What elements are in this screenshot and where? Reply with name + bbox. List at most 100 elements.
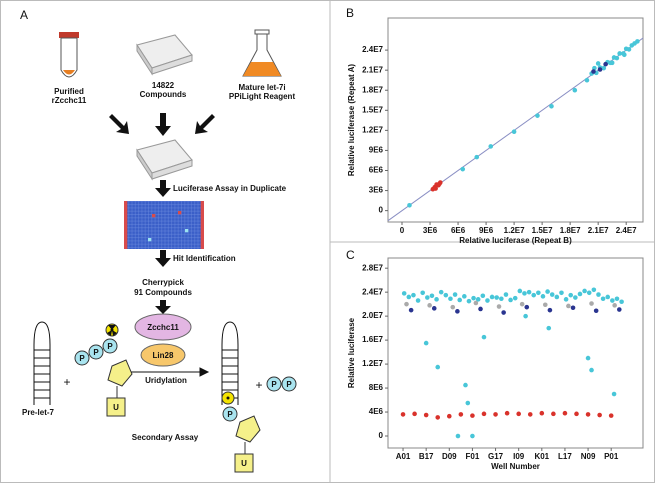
x-tick-label: G17 (488, 452, 504, 461)
point (622, 52, 627, 58)
point (465, 400, 471, 406)
point (554, 294, 560, 300)
point (504, 410, 510, 416)
point (503, 292, 509, 297)
point (431, 306, 437, 311)
point (450, 304, 456, 310)
uridine-label: U (113, 403, 119, 412)
tube-label: rZcchc11 (52, 96, 87, 105)
point (478, 306, 483, 312)
x-tick-label: 9E6 (479, 226, 494, 235)
y-tick-label: 0 (379, 431, 384, 440)
point (438, 289, 444, 295)
point (423, 412, 429, 418)
point (586, 290, 592, 296)
point (480, 293, 486, 299)
point (591, 287, 597, 293)
point (401, 291, 407, 296)
point (600, 296, 606, 302)
point (455, 309, 460, 314)
point (406, 294, 412, 300)
point (589, 367, 594, 373)
point (460, 166, 466, 172)
point (501, 310, 506, 315)
point (595, 61, 601, 66)
point (540, 294, 546, 299)
point (407, 202, 412, 208)
point (420, 290, 425, 296)
point (597, 412, 602, 418)
panel-label: C (346, 248, 355, 262)
x-tick-label: A01 (396, 452, 411, 461)
point (531, 292, 537, 298)
enzyme (134, 313, 192, 341)
phosphate-label: P (286, 380, 292, 389)
point (481, 411, 487, 417)
cherrypick-label: Cherrypick (142, 278, 184, 287)
plot-frame (387, 257, 644, 449)
point (611, 391, 617, 397)
flask-label: PPiLight Reagent (229, 92, 296, 101)
point (559, 290, 564, 296)
y-tick-label: 8E6 (369, 383, 384, 392)
uridine-label: U (241, 459, 247, 468)
point (585, 412, 591, 417)
plate-icon (136, 34, 193, 76)
point (474, 154, 480, 160)
point (415, 298, 421, 303)
enzyme (140, 343, 186, 367)
point (614, 55, 620, 61)
point (489, 294, 495, 300)
x-tick-label: 1.5E7 (532, 226, 553, 235)
x-tick-label: P01 (604, 452, 619, 461)
point (605, 294, 611, 300)
point (536, 290, 541, 296)
y-tick-label: 1.2E7 (362, 125, 383, 134)
point (546, 325, 552, 331)
point (549, 292, 555, 297)
point (457, 297, 463, 303)
point (601, 65, 607, 71)
point (527, 412, 533, 417)
point (499, 296, 504, 302)
point (496, 304, 502, 309)
enzyme-label: Zcchc11 (147, 323, 179, 332)
x-tick-label: K01 (534, 452, 549, 461)
point (463, 382, 468, 388)
point (535, 113, 540, 118)
y-tick-label: 1.8E7 (362, 85, 383, 94)
tube-icon (59, 32, 79, 78)
flask-label: Mature let-7i (238, 83, 285, 92)
y-tick-label: 2.0E7 (362, 311, 383, 320)
point (523, 313, 528, 319)
point (573, 295, 578, 300)
point (597, 67, 603, 72)
y-tick-label: 2.1E7 (362, 65, 383, 74)
point (458, 412, 464, 417)
reaction-arrow (128, 367, 210, 377)
point (572, 87, 578, 93)
hairpin (221, 321, 239, 405)
phosphate-label: P (107, 342, 113, 351)
phosphate-label: P (227, 410, 233, 419)
point (462, 294, 467, 299)
point (470, 413, 475, 418)
x-tick-label: F01 (466, 452, 480, 461)
point (545, 289, 550, 294)
point (412, 411, 417, 417)
y-tick-label: 1.2E7 (362, 359, 383, 368)
point (609, 60, 615, 66)
plate-label: 14822 (152, 81, 175, 90)
x-tick-label: L17 (558, 452, 572, 461)
point (568, 292, 574, 298)
x-tick-label: 2.4E7 (616, 226, 637, 235)
hairpin (33, 321, 51, 405)
point (425, 295, 430, 300)
point (603, 61, 608, 67)
point (547, 307, 553, 313)
point (551, 411, 556, 417)
plate-icon (136, 139, 193, 181)
point (429, 293, 435, 299)
point (577, 291, 583, 297)
point (435, 415, 441, 420)
